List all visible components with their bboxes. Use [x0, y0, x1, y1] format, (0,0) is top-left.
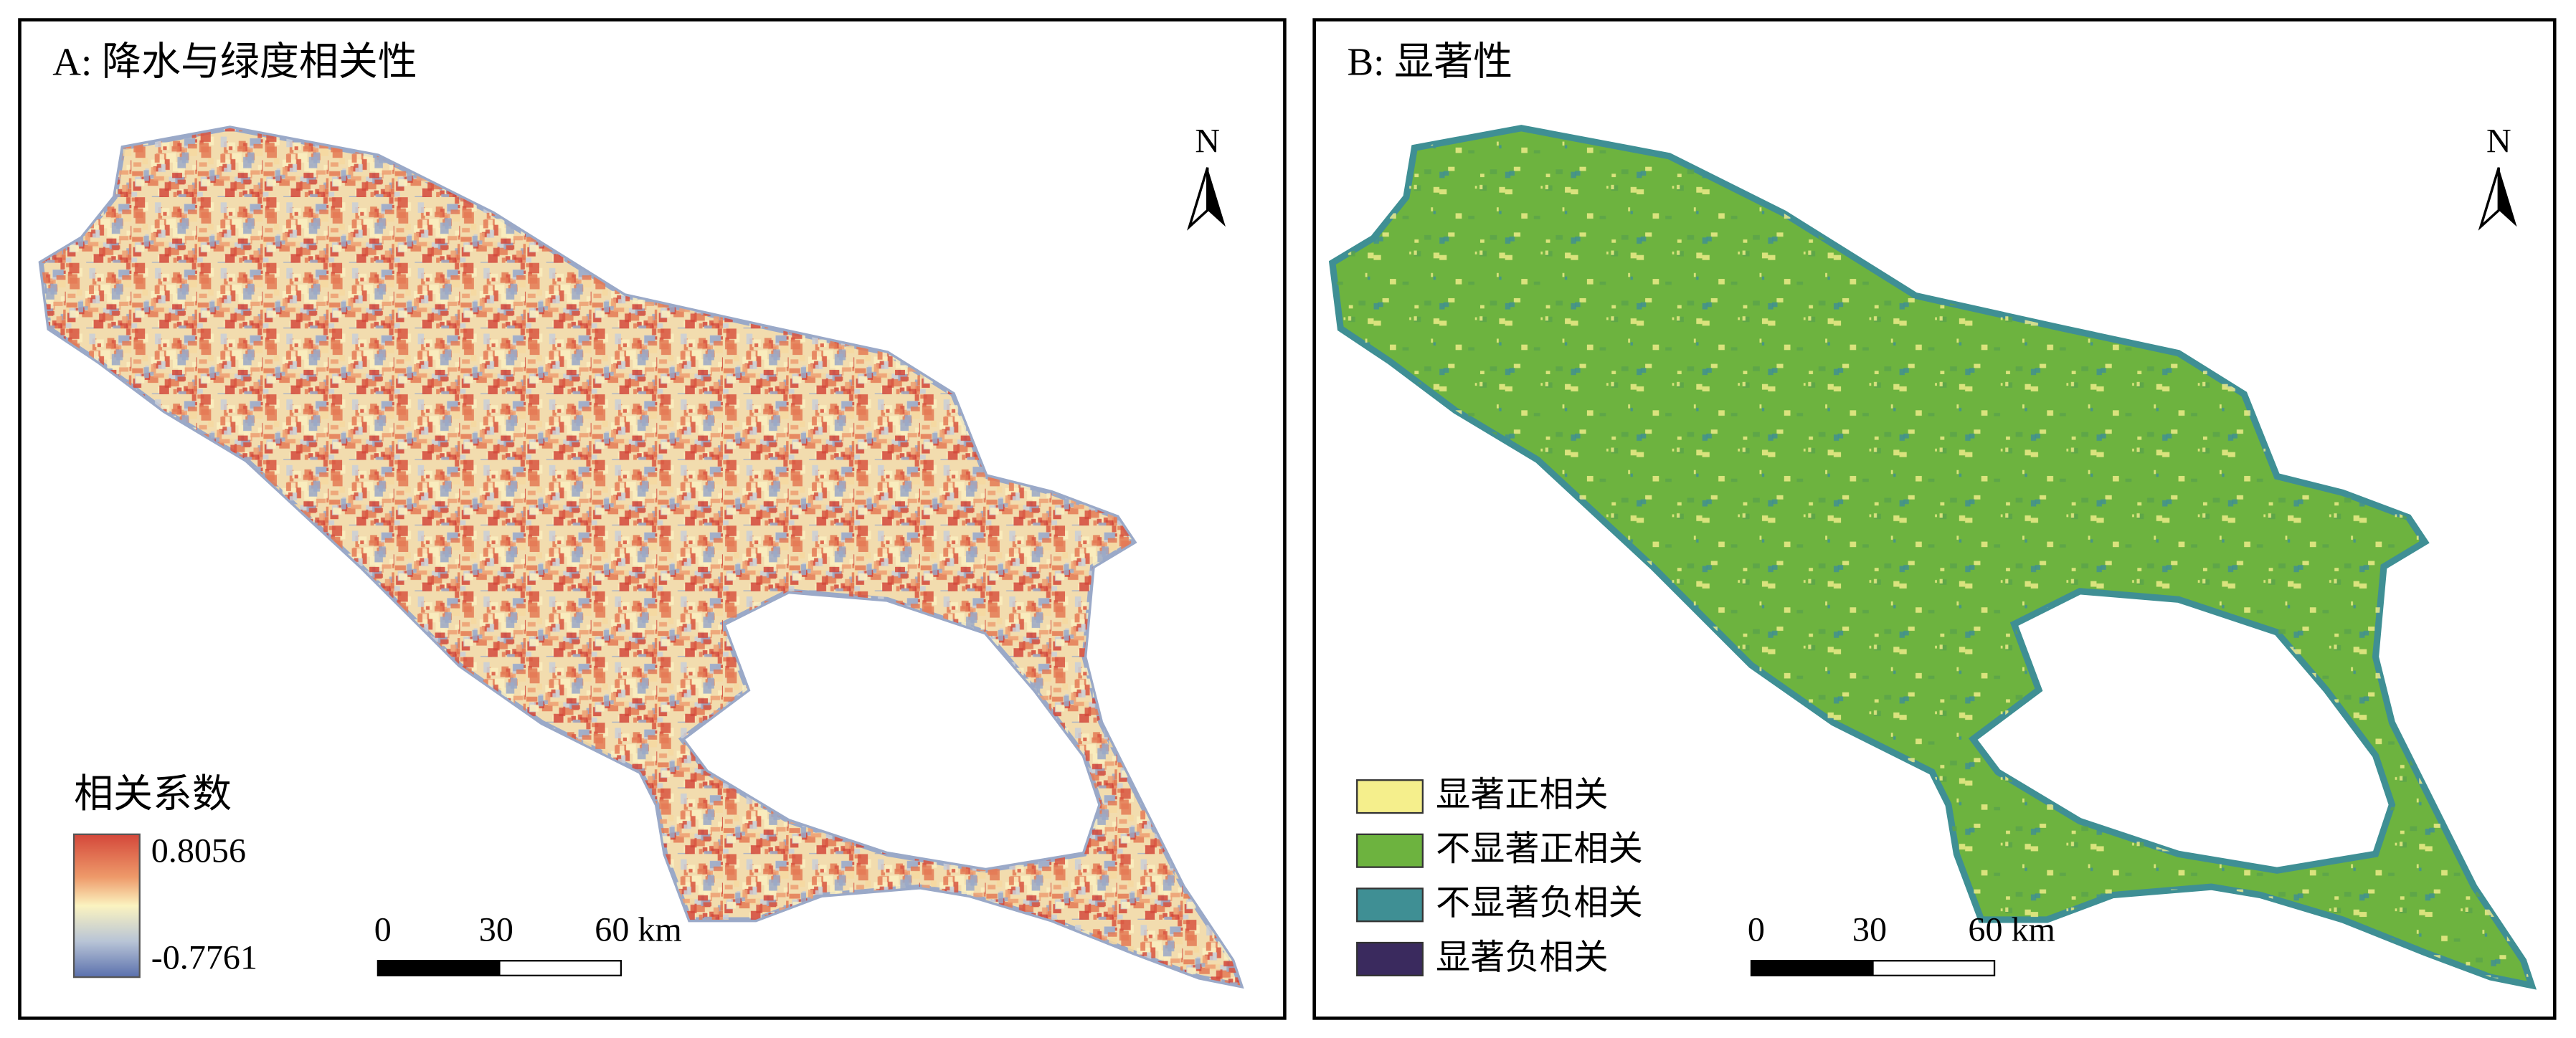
north-arrow [2499, 167, 2517, 227]
legend-label: 不显著正相关 [1436, 830, 1643, 868]
panel-title: B: 显著性 [1347, 39, 1512, 83]
scale-bar [498, 960, 622, 976]
north-arrow [1187, 167, 1209, 231]
scale-label: 30 [479, 910, 513, 948]
legend-ramp [72, 833, 141, 979]
legend-label: 显著负相关 [1436, 938, 1608, 976]
scale-bar [1872, 960, 1996, 976]
scale-bar [1750, 960, 1874, 976]
legend-title: 相关系数 [74, 772, 232, 816]
legend-swatch [1356, 887, 1424, 923]
panel-a: A: 降水与绿度相关性 N 相关系数 0.8056 -0.7761 0 30 6… [18, 18, 1287, 1020]
scale-bar [377, 960, 501, 976]
north-label: N [2486, 123, 2511, 161]
north-label: N [1195, 123, 1220, 161]
scale-label: 0 [1748, 910, 1765, 948]
scale-label: 60 km [1968, 910, 2055, 948]
scale-label: 60 km [595, 910, 682, 948]
legend-label: 不显著负相关 [1436, 885, 1643, 923]
scale-label: 30 [1852, 910, 1887, 948]
panel-title: A: 降水与绿度相关性 [52, 39, 417, 83]
scale-label: 0 [374, 910, 392, 948]
north-arrow [2478, 167, 2501, 231]
legend-swatch [1356, 779, 1424, 814]
legend-swatch [1356, 833, 1424, 868]
north-arrow [1207, 167, 1226, 227]
legend-min: -0.7761 [151, 938, 257, 976]
legend-label: 显著正相关 [1436, 776, 1608, 814]
legend-swatch [1356, 941, 1424, 976]
legend-max: 0.8056 [151, 832, 246, 870]
